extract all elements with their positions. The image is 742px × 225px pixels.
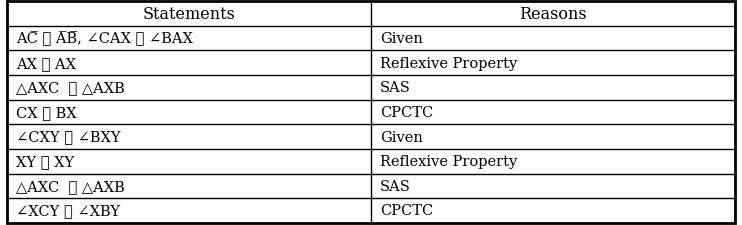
Text: CPCTC: CPCTC [380,106,433,119]
Text: CX ≅ BX: CX ≅ BX [16,106,77,119]
Text: Reflexive Property: Reflexive Property [380,56,517,70]
Text: Statements: Statements [142,6,236,23]
Text: XY ≅ XY: XY ≅ XY [16,155,75,169]
Text: Given: Given [380,32,423,46]
Text: SAS: SAS [380,81,411,95]
Text: CPCTC: CPCTC [380,204,433,218]
Text: AC̅ ≅ A̅B̅, ∠CAX ≅ ∠BAX: AC̅ ≅ A̅B̅, ∠CAX ≅ ∠BAX [16,32,193,46]
Text: △AXC  ≅ △AXB: △AXC ≅ △AXB [16,179,125,193]
Text: AX ≅ AX: AX ≅ AX [16,56,76,70]
Text: ∠XCY ≅ ∠XBY: ∠XCY ≅ ∠XBY [16,204,120,218]
Text: △AXC  ≅ △AXB: △AXC ≅ △AXB [16,81,125,95]
Text: ∠CXY ≅ ∠BXY: ∠CXY ≅ ∠BXY [16,130,121,144]
Text: SAS: SAS [380,179,411,193]
Text: Reasons: Reasons [519,6,587,23]
Text: Reflexive Property: Reflexive Property [380,155,517,169]
Text: Given: Given [380,130,423,144]
